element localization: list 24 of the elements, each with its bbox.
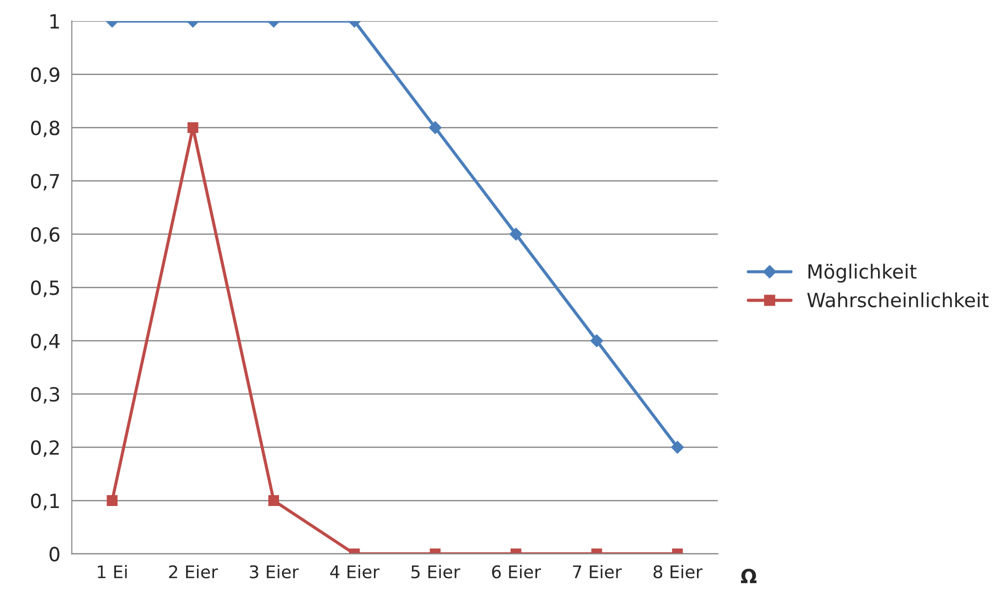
x-tick-label: 7 Eier [573,564,622,578]
x-tick-label: 1 Ei [98,564,127,578]
y-tick-label: 0,5 [31,280,59,298]
legend-label: Möglichkeit [808,264,917,283]
y-tick-label: 0,1 [31,494,59,510]
legend-label: Wahrscheinlichkeit [807,292,989,308]
x-tick-label: 3 Eier [250,564,299,578]
point [590,334,604,348]
x-tick-label: 8 Eier [654,564,703,578]
point [510,228,522,241]
y-tick-label: 0,7 [31,174,60,191]
x-axis-title: Ω [740,568,756,584]
y-tick-label: 0 [50,546,60,562]
x-tick-label: 2 Eier [169,564,218,578]
y-tick-label: 0,9 [31,67,60,84]
y-tick-label: 1 [50,14,59,28]
y-tick-label: 0,6 [31,227,60,244]
x-tick-label: 4 Eier [330,564,380,578]
y-tick-label: 0,3 [31,386,60,404]
y-tick-label: 0,2 [31,440,59,457]
y-tick-label: 0,8 [31,120,60,138]
x-tick-label: 6 Eier [492,564,542,578]
y-tick-label: 0,4 [31,334,60,350]
x-tick-label: 5 Eier [411,564,460,578]
